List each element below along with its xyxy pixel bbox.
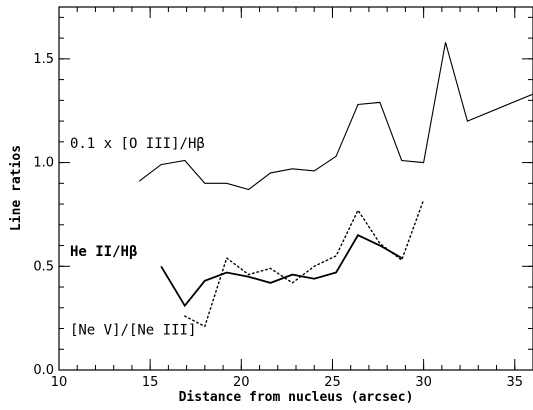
- x-axis-title: Distance from nucleus (arcsec): [179, 390, 414, 405]
- y-tick-label: 1.0: [33, 156, 54, 171]
- x-tick-label: 15: [142, 375, 159, 390]
- x-tick-label: 10: [51, 375, 68, 390]
- x-tick-label: 30: [415, 375, 432, 390]
- y-tick-label: 0.5: [33, 259, 54, 274]
- plot-frame: [58, 6, 533, 371]
- major-ticks: [58, 7, 533, 371]
- annotations: 0.1 x [O III]/Hβ He II/Hβ [Ne V]/[Ne III]: [70, 136, 205, 339]
- y-axis-title: Line ratios: [9, 145, 24, 231]
- series-line-2: [160, 234, 403, 308]
- series-line-1: [138, 42, 533, 191]
- minor-ticks: [58, 7, 533, 371]
- y-tick-label: 0.0: [33, 363, 54, 378]
- series-line-3: [184, 199, 425, 328]
- x-tick-label: 25: [324, 375, 341, 390]
- x-tick-label: 20: [233, 375, 250, 390]
- series-label-1: 0.1 x [O III]/Hβ: [70, 136, 205, 152]
- tick-labels: 10 15 20 25 30 35 0.0 0.5 1.0 1.5: [33, 52, 523, 390]
- series-layer: [138, 42, 533, 328]
- y-tick-label: 1.5: [33, 52, 54, 67]
- series-label-3: [Ne V]/[Ne III]: [70, 323, 196, 339]
- series-label-2: He II/Hβ: [70, 244, 137, 260]
- x-tick-label: 35: [506, 375, 523, 390]
